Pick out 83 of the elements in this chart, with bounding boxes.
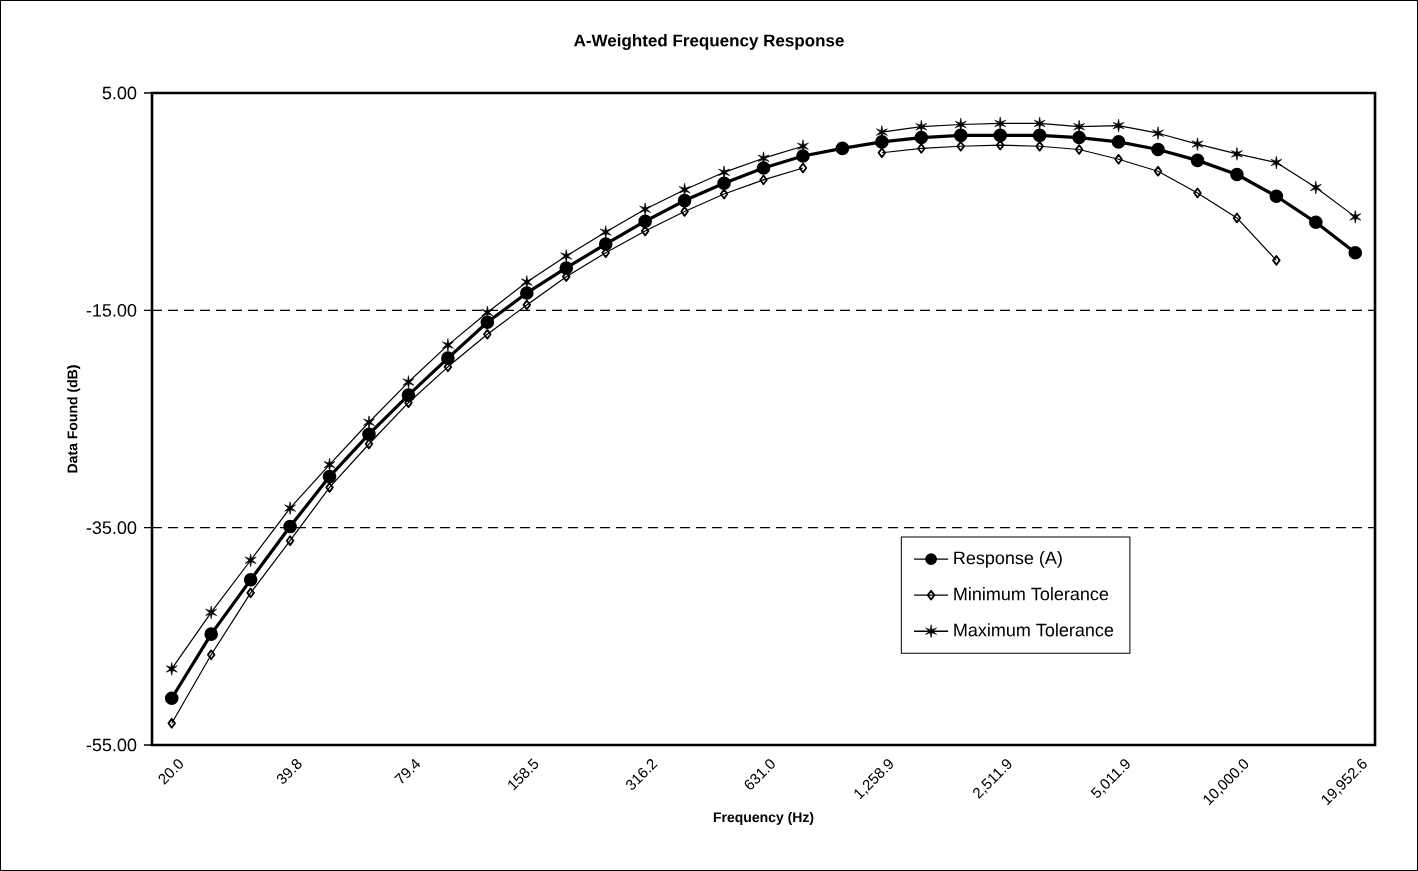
point	[993, 128, 1008, 143]
point	[1112, 118, 1125, 133]
point	[164, 691, 179, 706]
point	[717, 176, 731, 190]
point	[323, 457, 336, 472]
point	[1230, 167, 1244, 182]
point	[1348, 245, 1363, 260]
point	[1033, 116, 1046, 131]
point	[1152, 126, 1164, 140]
point	[1231, 147, 1243, 161]
point	[402, 375, 415, 389]
point	[205, 605, 218, 620]
point	[284, 501, 296, 515]
point	[953, 128, 968, 143]
chart-title: A-Weighted Frequency Response	[574, 34, 844, 50]
point	[798, 162, 808, 174]
point	[483, 328, 492, 340]
point	[206, 649, 216, 661]
point	[994, 116, 1007, 131]
point	[520, 286, 534, 300]
point	[1193, 187, 1202, 199]
point	[362, 427, 376, 441]
point	[677, 193, 692, 208]
legend-label: Response (A)	[954, 551, 1062, 568]
y-tick-label: -55.00	[86, 738, 137, 752]
point	[441, 351, 455, 365]
y-tick-label: -15.00	[86, 303, 137, 317]
point	[1232, 212, 1242, 224]
point	[442, 338, 454, 352]
point	[285, 535, 295, 546]
point	[560, 249, 573, 263]
x-axis-title: Frequency (Hz)	[713, 811, 814, 825]
y-axis-title: Data Found (dB)	[67, 365, 81, 473]
point	[599, 225, 612, 239]
point	[204, 627, 218, 641]
legend-label: Maximum Tolerance	[954, 623, 1114, 637]
point	[598, 237, 613, 251]
point	[559, 261, 574, 275]
point	[1072, 130, 1086, 145]
point	[756, 161, 771, 175]
point	[796, 149, 810, 163]
point	[639, 202, 651, 216]
point	[244, 553, 257, 567]
point	[167, 717, 176, 729]
x-tick-label: 39.8	[276, 759, 302, 784]
point	[401, 388, 416, 402]
point	[638, 214, 652, 229]
point	[1272, 255, 1281, 266]
point	[835, 141, 850, 156]
point	[165, 662, 178, 676]
point	[325, 482, 334, 493]
point	[243, 573, 258, 587]
point	[759, 174, 768, 186]
point	[1114, 153, 1123, 165]
point	[1111, 135, 1126, 149]
point	[283, 519, 297, 534]
point	[1309, 180, 1322, 195]
point	[480, 315, 495, 330]
point	[1032, 128, 1047, 143]
point	[680, 206, 689, 217]
point	[522, 299, 531, 311]
point	[363, 415, 375, 429]
point	[1190, 153, 1205, 168]
y-tick-label: -35.00	[86, 521, 137, 535]
point	[246, 587, 255, 599]
point	[1074, 144, 1084, 155]
point	[322, 469, 337, 484]
x-tick-label: 79.4	[394, 758, 421, 784]
point	[875, 135, 889, 149]
point	[1269, 189, 1284, 204]
point	[1191, 137, 1204, 151]
point	[520, 275, 533, 289]
point	[1270, 155, 1283, 170]
point	[914, 130, 929, 145]
point	[1309, 215, 1323, 230]
y-tick-label: 5.00	[102, 86, 137, 100]
point	[1153, 165, 1163, 177]
point	[719, 188, 729, 200]
point	[877, 147, 887, 159]
point	[917, 143, 926, 154]
point	[1151, 142, 1165, 157]
point	[1349, 210, 1362, 224]
legend-label: Minimum Tolerance	[954, 587, 1109, 601]
